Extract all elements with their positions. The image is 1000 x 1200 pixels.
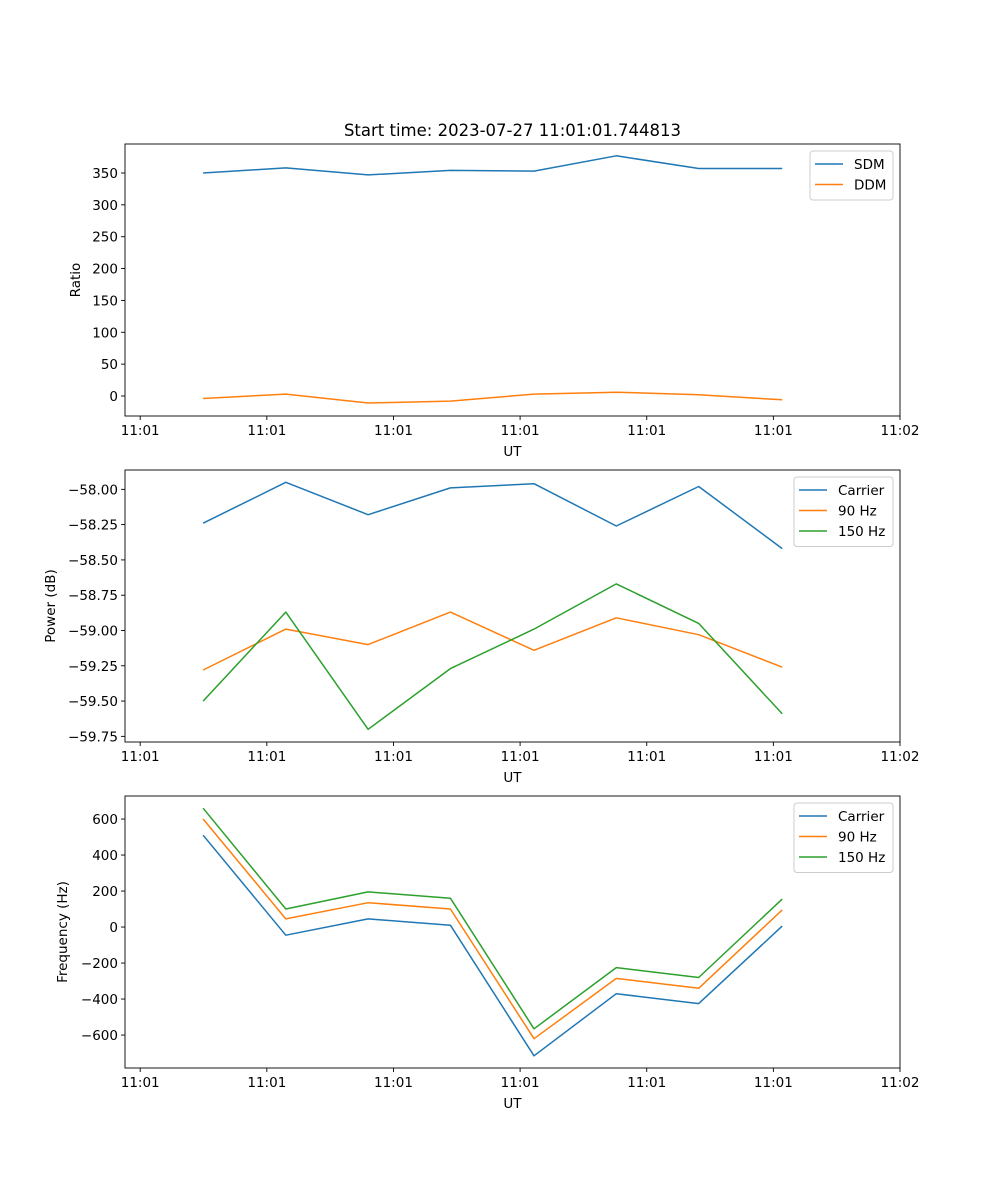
x-tick-label: 11:01 — [501, 423, 540, 439]
legend-label: 90 Hz — [838, 830, 877, 846]
chart-title: Start time: 2023-07-27 11:01:01.744813 — [344, 121, 681, 140]
y-axis-label: Frequency (Hz) — [55, 881, 71, 983]
y-tick-label: −200 — [81, 956, 118, 972]
x-tick-label: 11:01 — [121, 423, 160, 439]
y-tick-label: −59.75 — [68, 729, 118, 745]
legend-label: 150 Hz — [838, 850, 885, 866]
subplot-3: 11:01 11:01 11:01 11:01 11:01 11:01 11:02 UT −60… — [55, 795, 920, 1112]
legend: Carrier 90 Hz 150 Hz — [793, 802, 894, 873]
x-tick-label: 11:01 — [374, 749, 413, 765]
y-tick-label: 50 — [101, 357, 118, 373]
legend-box — [793, 802, 894, 873]
y-tick-label: 0 — [109, 920, 118, 936]
y-tick-label: −58.25 — [68, 518, 118, 534]
y-axis-label: Power (dB) — [43, 569, 59, 642]
y-tick-label: −59.00 — [68, 623, 118, 639]
x-tick-label: 11:01 — [374, 1075, 413, 1091]
x-tick-label: 11:02 — [881, 423, 920, 439]
y-tick-label: 200 — [92, 262, 118, 278]
y-axis-label: Ratio — [68, 263, 84, 298]
series-line-150-hz — [202, 807, 783, 1030]
x-tick-label: 11:01 — [754, 1075, 793, 1091]
x-tick-label: 11:01 — [121, 1075, 160, 1091]
x-tick-label: 11:01 — [627, 423, 666, 439]
x-tick-label: 11:01 — [247, 1075, 286, 1091]
x-axis-label: UT — [503, 1096, 522, 1112]
x-tick-label: 11:01 — [247, 749, 286, 765]
x-axis-label: UT — [503, 444, 522, 460]
y-tick-label: −59.50 — [68, 694, 118, 710]
x-tick-label: 11:01 — [754, 749, 793, 765]
x-tick-label: 11:01 — [247, 423, 286, 439]
legend-label: 90 Hz — [838, 504, 877, 520]
y-tick-label: −400 — [81, 992, 118, 1008]
axes-frame — [124, 469, 901, 743]
x-tick-label: 11:02 — [881, 1075, 920, 1091]
subplot-2: 11:01 11:01 11:01 11:01 11:01 11:01 11:02 UT −58… — [43, 469, 920, 786]
x-tick-label: 11:01 — [121, 749, 160, 765]
y-tick-label: 150 — [92, 293, 118, 309]
x-tick-label: 11:01 — [374, 423, 413, 439]
x-tick-label: 11:01 — [627, 749, 666, 765]
legend-label: 150 Hz — [838, 524, 885, 540]
y-tick-label: −58.50 — [68, 553, 118, 569]
legend-label: DDM — [854, 178, 886, 194]
x-tick-label: 11:01 — [627, 1075, 666, 1091]
legend-box — [793, 476, 894, 547]
y-tick-label: 300 — [92, 198, 118, 214]
legend: SDM DDM — [809, 150, 894, 201]
x-tick-label: 11:01 — [501, 1075, 540, 1091]
axes-frame — [124, 143, 901, 417]
y-tick-label: −58.00 — [68, 482, 118, 498]
y-tick-label: 200 — [92, 884, 118, 900]
axes-frame — [124, 795, 901, 1069]
y-tick-label: −58.75 — [68, 588, 118, 604]
y-tick-label: −59.25 — [68, 659, 118, 675]
y-tick-label: 400 — [92, 848, 118, 864]
series-line-ddm — [203, 391, 783, 404]
x-tick-label: 11:02 — [881, 749, 920, 765]
x-axis-label: UT — [503, 770, 522, 786]
legend: Carrier 90 Hz 150 Hz — [793, 476, 894, 547]
y-tick-label: 100 — [92, 325, 118, 341]
y-tick-label: 0 — [109, 389, 118, 405]
series-line-90-hz — [202, 611, 783, 671]
series-line-sdm — [203, 155, 783, 176]
legend-label: SDM — [854, 157, 885, 173]
subplot-1: Start time: 2023-07-27 11:01:01.744813 11… — [68, 121, 919, 460]
y-tick-label: 350 — [92, 166, 118, 182]
series-line-carrier — [202, 834, 783, 1057]
series-line-150-hz — [202, 583, 783, 731]
x-tick-label: 11:01 — [501, 749, 540, 765]
y-tick-label: 600 — [92, 812, 118, 828]
y-tick-label: −600 — [81, 1028, 118, 1044]
legend-label: Carrier — [838, 809, 885, 825]
x-tick-label: 11:01 — [754, 423, 793, 439]
legend-label: Carrier — [838, 483, 885, 499]
series-line-90-hz — [202, 818, 783, 1040]
y-tick-label: 250 — [92, 230, 118, 246]
series-line-carrier — [202, 481, 783, 550]
